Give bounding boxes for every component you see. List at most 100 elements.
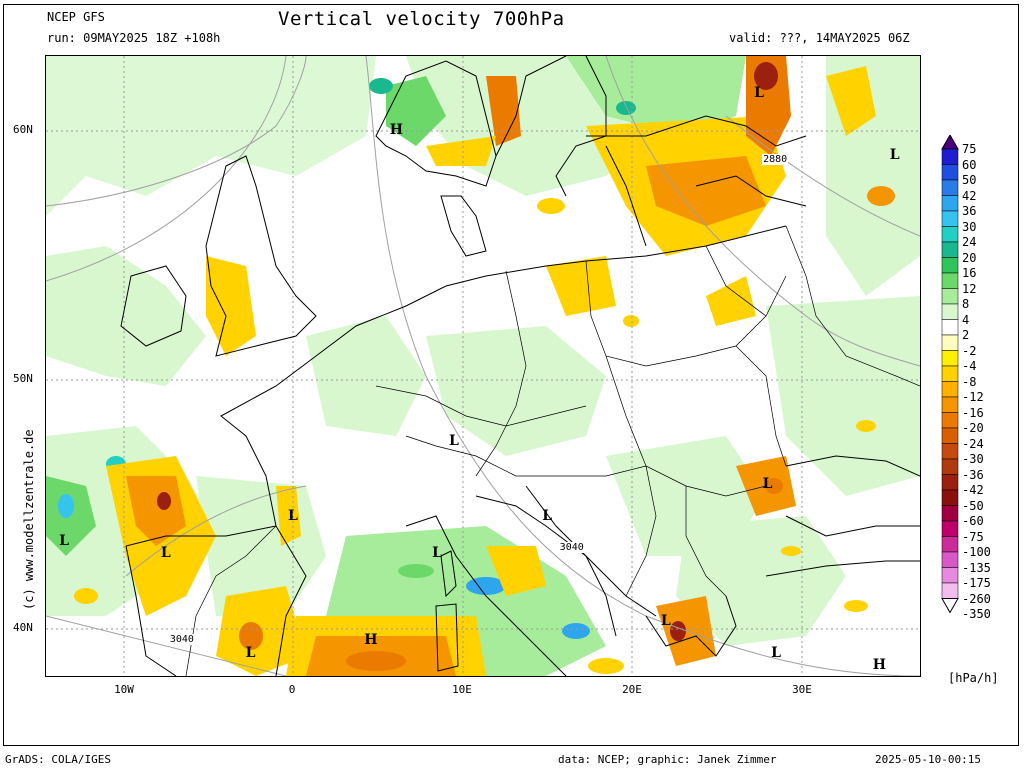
contour-label: 3040: [168, 634, 195, 646]
legend-color-swatch: [941, 226, 959, 243]
legend-level-label: -16: [962, 405, 984, 420]
legend-color-swatch: [941, 427, 959, 444]
legend-level-label: -12: [962, 390, 984, 404]
lon-label-20e: 20E: [622, 683, 642, 696]
legend-color-swatch: [941, 582, 959, 599]
legend-top-arrow: [941, 135, 959, 150]
legend-level-label: -260: [962, 591, 991, 606]
legend-color-swatch: [941, 551, 959, 568]
lon-label-0: 0: [288, 683, 296, 696]
legend-level-label: 30: [962, 219, 977, 234]
contour-label: 3040: [558, 542, 585, 554]
low-pressure-marker: L: [754, 84, 764, 101]
legend-colorbar: [941, 135, 959, 614]
legend-level-label: -36: [962, 467, 984, 482]
footer-credit: data: NCEP; graphic: Janek Zimmer: [558, 753, 777, 766]
legend-level-label: -135: [962, 560, 991, 575]
footer-software: GrADS: COLA/IGES: [5, 753, 111, 766]
legend-color-swatch: [941, 195, 959, 212]
legend-level-label: 24: [962, 235, 977, 249]
low-pressure-marker: L: [245, 644, 256, 661]
isohypse-lines: [46, 56, 920, 676]
legend-color-swatch: [941, 148, 959, 165]
legend-color-swatch: [941, 288, 959, 305]
high-pressure-marker: H: [364, 632, 378, 649]
legend-color-swatch: [941, 489, 959, 506]
legend-color-swatch: [941, 319, 959, 336]
legend-color-swatch: [941, 412, 959, 429]
legend-level-label: -30: [962, 452, 984, 466]
lon-label-10e: 10E: [452, 683, 472, 696]
legend-color-swatch: [941, 396, 959, 413]
low-pressure-marker: L: [771, 644, 781, 661]
high-pressure-marker: H: [872, 657, 886, 674]
footer-timestamp: 2025-05-10-00:15: [875, 753, 981, 766]
legend-color-swatch: [941, 257, 959, 274]
legend-level-label: -175: [962, 576, 991, 590]
side-credit: (c) www.modellzentrale.de: [22, 429, 36, 610]
velocity-field: [46, 56, 920, 676]
legend-level-label: 42: [962, 188, 977, 203]
lat-label-40n: 40N: [13, 621, 33, 634]
legend-level-label: -50: [962, 498, 984, 513]
lat-lon-grid: [46, 56, 920, 676]
low-pressure-marker: L: [432, 545, 442, 562]
legend-level-label: -60: [962, 514, 984, 528]
low-pressure-marker: L: [889, 146, 900, 163]
legend-level-label: -8: [962, 374, 977, 389]
contour-label: 2880: [762, 153, 789, 165]
legend-level-label: 2: [962, 328, 970, 342]
legend-color-swatch: [941, 272, 959, 289]
legend-color-swatch: [941, 458, 959, 475]
legend-color-swatch: [941, 241, 959, 258]
low-pressure-marker: L: [449, 433, 459, 450]
legend-level-label: 4: [962, 312, 970, 327]
legend-level-label: 12: [962, 281, 977, 296]
legend-bottom-arrow: [941, 598, 959, 614]
low-pressure-marker: L: [59, 532, 70, 549]
legend-color-swatch: [941, 303, 959, 320]
legend-level-label: -75: [962, 529, 984, 544]
legend-level-label: 16: [962, 266, 977, 280]
legend-level-label: 50: [962, 173, 977, 187]
legend-level-label: -350: [962, 607, 991, 621]
legend-level-label: -4: [962, 359, 977, 373]
legend-level-label: -42: [962, 483, 984, 497]
legend-color-swatch: [941, 505, 959, 522]
country-borders: [185, 225, 920, 676]
low-pressure-marker: L: [762, 475, 773, 492]
legend-units: [hPa/h]: [948, 671, 999, 685]
run-info: run: 09MAY2025 18Z +108h: [47, 31, 221, 45]
legend-color-swatch: [941, 365, 959, 382]
legend-color-swatch: [941, 350, 959, 367]
legend-color-swatch: [941, 334, 959, 351]
legend-level-label: -24: [962, 436, 984, 451]
color-legend: 75 60 50 42 36 30 24 20 16 12 8 4 2 -2 -4 -8 -12 -16 -20 -2…: [940, 135, 1020, 625]
low-pressure-marker: L: [542, 507, 553, 524]
low-pressure-marker: L: [660, 612, 671, 629]
legend-level-label: -100: [962, 545, 991, 559]
legend-level-label: -20: [962, 421, 984, 435]
map-canvas: [46, 56, 920, 676]
legend-color-swatch: [941, 179, 959, 196]
coastlines: [120, 56, 920, 676]
legend-color-swatch: [941, 474, 959, 491]
legend-level-label: 20: [962, 250, 977, 265]
model-name: NCEP GFS: [47, 10, 105, 24]
legend-color-swatch: [941, 520, 959, 537]
legend-color-swatch: [941, 443, 959, 460]
outer-frame: [3, 4, 1019, 746]
legend-color-swatch: [941, 164, 959, 181]
lat-label-50n: 50N: [13, 372, 33, 385]
legend-color-swatch: [941, 536, 959, 553]
lon-label-30e: 30E: [792, 683, 812, 696]
legend-color-swatch: [941, 381, 959, 398]
legend-color-swatch: [941, 567, 959, 584]
legend-level-label: 60: [962, 157, 977, 172]
map-panel: L L H L L L L L L L L L H L H 2880 3040 3040: [45, 55, 921, 677]
legend-level-label: 75: [962, 142, 977, 156]
low-pressure-marker: L: [160, 545, 171, 562]
legend-level-label: 8: [962, 297, 970, 311]
low-pressure-marker: L: [288, 507, 298, 524]
lon-label-10w: 10W: [114, 683, 134, 696]
